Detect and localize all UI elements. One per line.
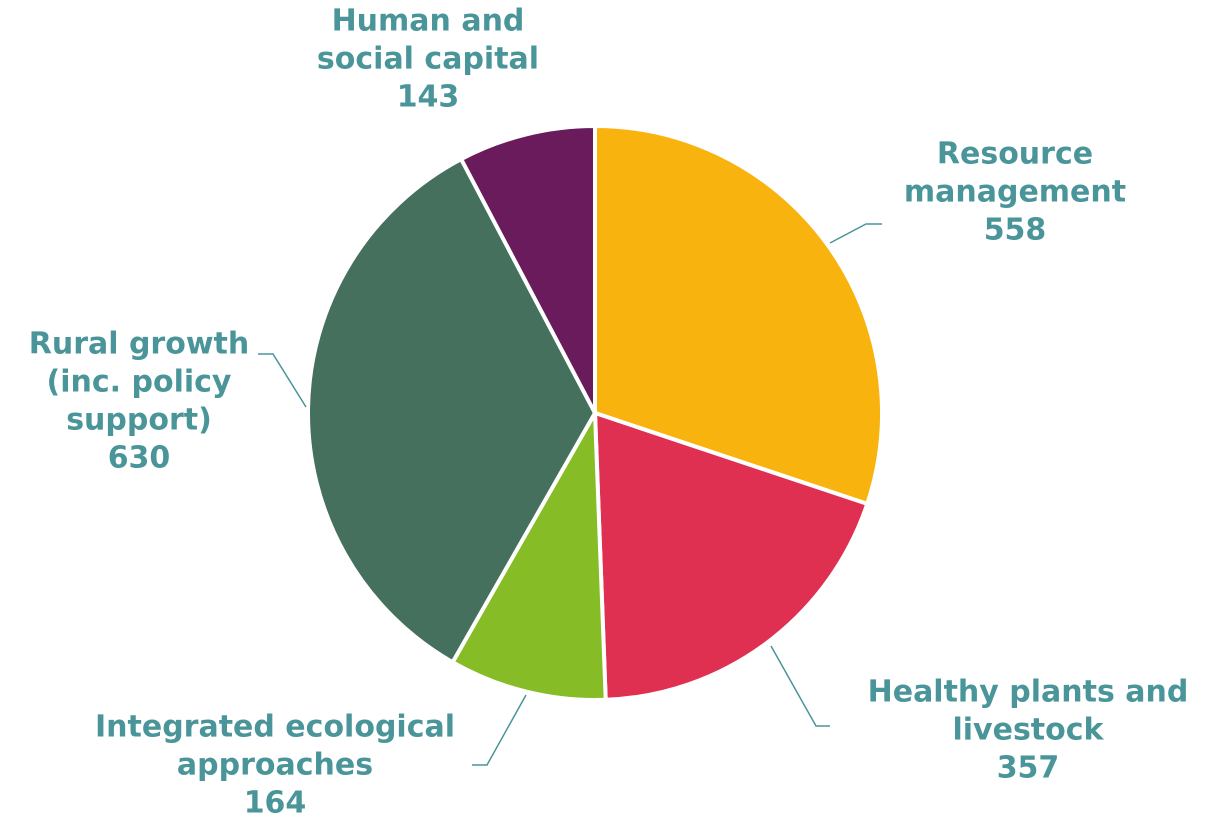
leader-lines bbox=[258, 223, 882, 766]
slice-label-line-healthy-plants-and-livestock-0: Healthy plants and bbox=[868, 675, 1189, 710]
slice-value-healthy-plants-and-livestock: 357 bbox=[997, 751, 1060, 786]
slice-label-line-healthy-plants-and-livestock-1: livestock bbox=[952, 713, 1104, 748]
pie-slice-resource-management bbox=[593, 124, 884, 506]
pie-slice-integrated-ecological-approaches bbox=[450, 411, 608, 702]
slice-label-line-integrated-ecological-approaches-1: approaches bbox=[177, 748, 373, 783]
pie-slices bbox=[306, 124, 884, 702]
leader-line-rural-growth-inc-policy-support bbox=[258, 353, 307, 408]
pie-slice-healthy-plants-and-livestock bbox=[593, 411, 870, 702]
pie-slice-rural-growth-inc-policy-support bbox=[306, 157, 597, 665]
slice-value-human-and-social-capital: 143 bbox=[397, 80, 460, 115]
leader-line-integrated-ecological-approaches bbox=[472, 694, 527, 766]
leader-line-healthy-plants-and-livestock bbox=[770, 645, 830, 727]
slice-label-line-human-and-social-capital-1: social capital bbox=[317, 42, 539, 77]
slice-value-resource-management: 558 bbox=[984, 213, 1047, 248]
slice-label-line-human-and-social-capital-0: Human and bbox=[332, 4, 525, 39]
slice-label-line-rural-growth-inc-policy-support-2: support) bbox=[66, 403, 212, 438]
pie-slice-human-and-social-capital bbox=[459, 124, 597, 415]
slice-label-line-rural-growth-inc-policy-support-0: Rural growth bbox=[29, 327, 250, 362]
slice-label-line-resource-management-0: Resource bbox=[937, 137, 1093, 172]
slice-label-line-rural-growth-inc-policy-support-1: (inc. policy bbox=[47, 365, 232, 400]
slice-label-line-integrated-ecological-approaches-0: Integrated ecological bbox=[95, 710, 455, 745]
slice-value-rural-growth-inc-policy-support: 630 bbox=[108, 441, 171, 476]
slice-label-line-resource-management-1: management bbox=[904, 175, 1126, 210]
slice-value-integrated-ecological-approaches: 164 bbox=[244, 786, 307, 821]
leader-line-resource-management bbox=[829, 223, 882, 244]
